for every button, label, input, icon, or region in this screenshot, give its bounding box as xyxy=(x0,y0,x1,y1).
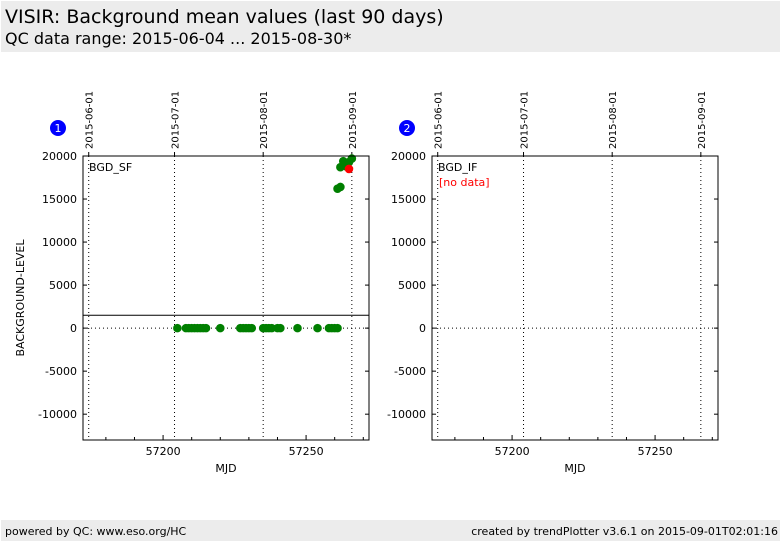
header-bar: VISIR: Background mean values (last 90 d… xyxy=(1,1,780,52)
page-subtitle: QC data range: 2015-06-04 ... 2015-08-30… xyxy=(5,29,352,48)
chart1-data-point xyxy=(247,323,257,333)
chart2-x-tick-label: 57200 xyxy=(495,445,530,458)
chart1-y-tick-label: 15000 xyxy=(42,193,77,206)
chart1-y-tick-label: 20000 xyxy=(42,150,77,163)
chart1-y-tick-label: -10000 xyxy=(38,408,77,421)
chart1-date-tick-label: 2015-07-01 xyxy=(171,91,182,149)
chart1-y-axis-label: BACKGROUND-LEVEL xyxy=(14,239,27,357)
chart1-data-point xyxy=(201,323,211,333)
chart2-y-tick-label: 15000 xyxy=(391,193,426,206)
chart1-data-point xyxy=(293,323,302,333)
chart1-date-tick-label: 2015-09-01 xyxy=(348,91,359,149)
page-title: VISIR: Background mean values (last 90 d… xyxy=(5,6,444,28)
chart1-red-data-point xyxy=(344,164,354,174)
chart1-data-point xyxy=(347,154,357,163)
chart2-date-tick-label: 2015-06-01 xyxy=(434,91,445,149)
chart2-date-tick-label: 2015-09-01 xyxy=(697,91,708,149)
chart2-date-tick-label: 2015-08-01 xyxy=(608,91,619,149)
chart1-x-tick-label: 57250 xyxy=(289,445,324,458)
chart2-badge-circle xyxy=(399,120,415,136)
chart2-y-tick-label: 20000 xyxy=(391,150,426,163)
chart2-y-tick-label: 5000 xyxy=(398,279,426,292)
chart2-y-tick-label: 10000 xyxy=(391,236,426,249)
chart2-y-tick-label: -10000 xyxy=(387,408,426,421)
chart1-badge-circle xyxy=(50,120,66,136)
chart1-plot-frame xyxy=(82,155,370,441)
chart1-y-tick-label: 5000 xyxy=(49,279,77,292)
chart2-plot-frame xyxy=(431,155,719,441)
chart1-x-tick-label: 57200 xyxy=(146,445,181,458)
chart1-data-point xyxy=(313,323,322,333)
chart1-data-point xyxy=(276,323,285,333)
chart1-data-point xyxy=(333,323,342,333)
chart2-x-axis-label: MJD xyxy=(564,462,585,475)
chart1-y-tick-label: -5000 xyxy=(45,365,77,378)
chart2-date-tick-label: 2015-07-01 xyxy=(520,91,531,149)
chart1-x-axis-label: MJD xyxy=(215,462,236,475)
chart1-date-tick-label: 2015-06-01 xyxy=(85,91,96,149)
chart2-y-tick-label: 0 xyxy=(419,322,426,335)
chart1-data-point xyxy=(336,182,345,192)
chart1-badge-number: 1 xyxy=(55,122,62,135)
chart2-x-tick-label: 57250 xyxy=(638,445,673,458)
chart1-date-tick-label: 2015-08-01 xyxy=(259,91,270,149)
footer-bar: powered by QC: www.eso.org/HC created by… xyxy=(1,520,780,541)
chart1-series-label: BGD_SF xyxy=(89,161,132,174)
chart1-y-tick-label: 0 xyxy=(70,322,77,335)
chart2-no-data-text: [no data] xyxy=(439,176,490,189)
chart2-y-tick-label: -5000 xyxy=(394,365,426,378)
chart1-data-point xyxy=(173,323,182,333)
chart2-badge-number: 2 xyxy=(404,122,411,135)
chart2-series-label: BGD_IF xyxy=(438,161,477,174)
chart1-data-point xyxy=(215,323,225,333)
chart1-y-tick-label: 10000 xyxy=(42,236,77,249)
footer-powered-by: powered by QC: www.eso.org/HC xyxy=(5,525,187,538)
footer-created-by: created by trendPlotter v3.6.1 on 2015-0… xyxy=(471,525,778,538)
